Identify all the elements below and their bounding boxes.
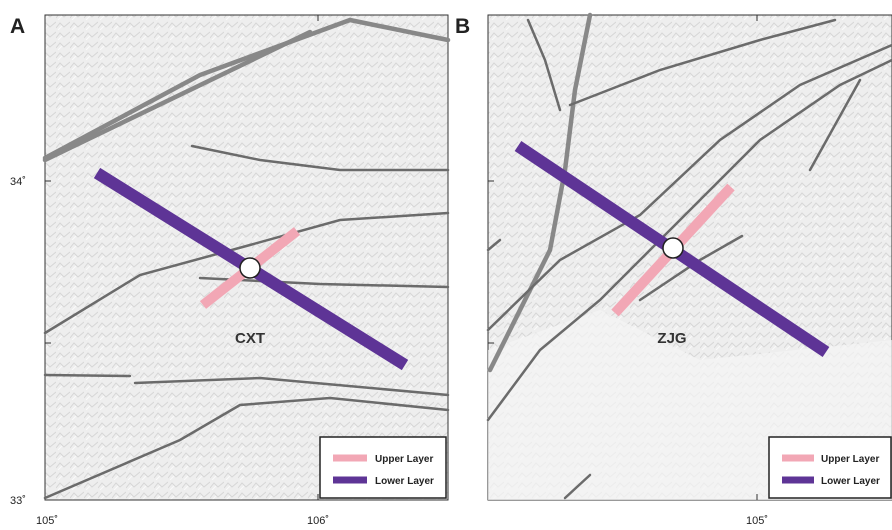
y-tick-label: 33˚ — [10, 495, 26, 507]
figure: CXT 34˚ 33˚ 105˚ 106˚ Upper Layer Lower … — [0, 0, 892, 530]
station-name: CXT — [235, 330, 265, 347]
panel-label: B — [455, 15, 470, 38]
panel-b: ZJG 105˚ Upper Layer Lower Layer B — [455, 15, 892, 527]
map-frame — [45, 15, 448, 500]
x-tick-label: 105˚ — [36, 515, 58, 527]
legend: Upper Layer Lower Layer — [320, 437, 446, 498]
panel-label: A — [10, 15, 25, 38]
legend: Upper Layer Lower Layer — [769, 437, 891, 498]
legend-entry: Upper Layer — [375, 454, 433, 465]
panel-a: CXT 34˚ 33˚ 105˚ 106˚ Upper Layer Lower … — [10, 15, 448, 527]
legend-entry: Lower Layer — [375, 476, 434, 487]
station-name: ZJG — [657, 330, 686, 347]
y-tick-label: 34˚ — [10, 176, 26, 188]
station-marker — [663, 238, 683, 258]
legend-entry: Upper Layer — [821, 454, 879, 465]
x-tick-label: 106˚ — [307, 515, 329, 527]
station-marker — [240, 258, 260, 278]
x-tick-label: 105˚ — [746, 515, 768, 527]
legend-entry: Lower Layer — [821, 476, 880, 487]
